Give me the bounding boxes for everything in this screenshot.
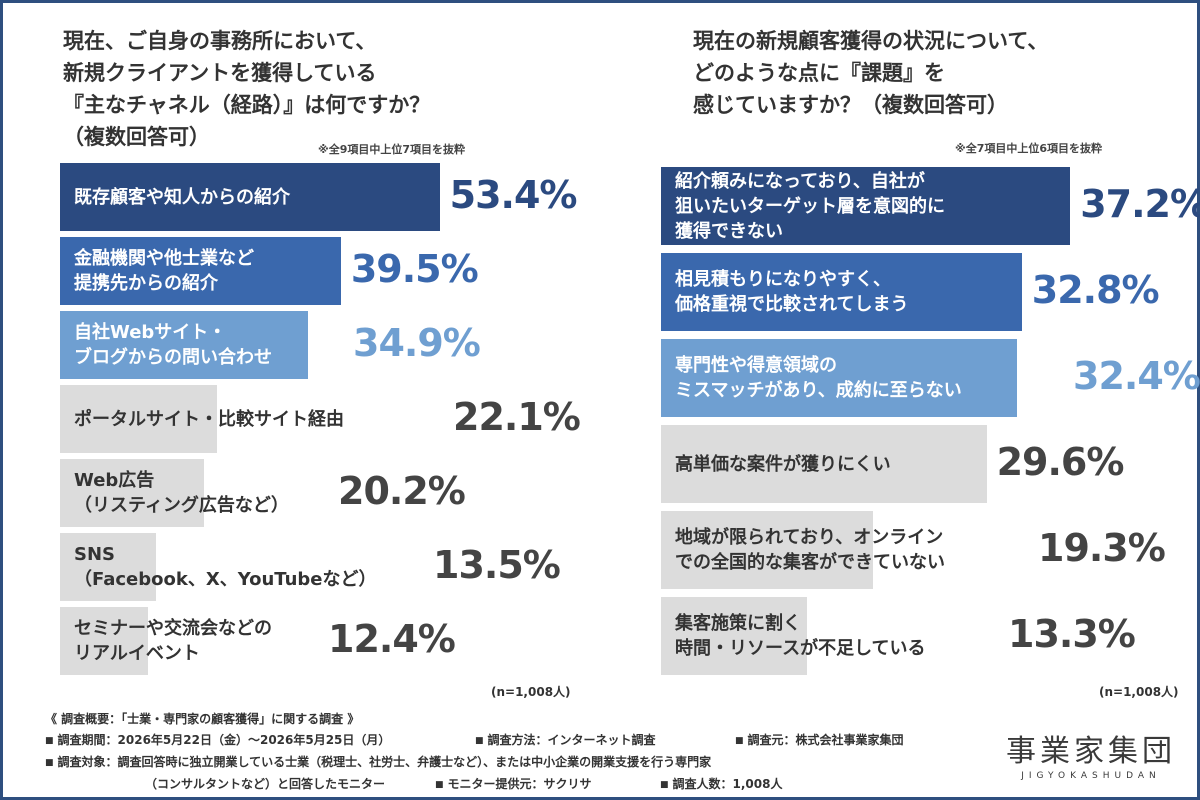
right-question-title: 現在の新規顧客獲得の状況について、 どのような点に『課題』を 感じていますか？（… [693, 29, 1049, 117]
company-logo: 事業家集団 JIGYOKASHUDAN [1001, 734, 1181, 782]
bar [60, 607, 149, 675]
survey-method: 調査方法：インターネット調査 [475, 729, 735, 751]
logo-romaji: JIGYOKASHUDAN [1021, 771, 1161, 781]
survey-respondent-count: 調査人数：1,008人 [660, 773, 783, 795]
survey-summary-row: 調査対象：調査回答時に独立開業している士業（税理士、社労士、弁護士など）、または… [45, 751, 945, 773]
bar [661, 253, 1022, 331]
bar-value-label: 37.2% [1080, 182, 1200, 226]
survey-summary-row: 調査期間：2026年5月22日（金）〜2026年5月25日（月） 調査方法：イン… [45, 729, 945, 751]
bar [60, 237, 341, 305]
bar [661, 167, 1071, 245]
survey-target: 調査対象：調査回答時に独立開業している士業（税理士、社労士、弁護士など）、または… [45, 751, 712, 773]
survey-target-continued: （コンサルタントなど）と回答したモニター [145, 777, 386, 791]
survey-period: 調査期間：2026年5月22日（金）〜2026年5月25日（月） [45, 729, 475, 751]
survey-source: 調査元：株式会社事業家集団 [735, 729, 904, 751]
bar [60, 533, 156, 601]
bar-value-label: 19.3% [1038, 526, 1166, 570]
right-sample-size: (n=1,008人) [1099, 685, 1179, 699]
survey-summary-heading: 《 調査概要：「士業・専門家の顧客獲得」に関する調査 》 [45, 712, 360, 726]
survey-summary-row: （コンサルタントなど）と回答したモニター モニター提供元：サクリサ 調査人数：1… [45, 773, 945, 795]
bar [661, 339, 1018, 417]
survey-summary: 《 調査概要：「士業・専門家の顧客獲得」に関する調査 》 調査期間：2026年5… [45, 709, 945, 795]
bar [60, 385, 218, 453]
left-question-title: 現在、ご自身の事務所において、 新規クライアントを獲得している 『主なチャネル（… [63, 29, 431, 149]
bar [60, 163, 440, 231]
survey-panel-provider: モニター提供元：サクリサ [435, 773, 660, 795]
bar-value-label: 53.4% [449, 173, 578, 217]
bar-value-label: 12.4% [328, 617, 456, 661]
bar-value-label: 39.5% [350, 247, 479, 291]
logo-wordmark: 事業家集団 [1006, 734, 1176, 769]
left-bar-chart: 既存顧客や知人からの紹介 53.4% 金融機関や他士業など 提携先からの紹介 39.5… [3, 3, 603, 703]
left-sample-size: (n=1,008人) [491, 685, 571, 699]
left-excerpt-note: ※全9項目中上位7項目を抜粋 [318, 143, 466, 156]
right-excerpt-note: ※全7項目中上位6項目を抜粋 [955, 142, 1103, 155]
bar-value-label: 20.2% [338, 469, 466, 513]
right-bar-chart: 紹介頼みになっており、自社が 狙いたいターゲット層を意図的に 獲得できない 37.… [603, 3, 1200, 703]
bar-value-label: 32.8% [1031, 268, 1160, 312]
bar [60, 311, 309, 379]
bar [661, 511, 874, 589]
bar [60, 459, 204, 527]
bar [661, 425, 987, 503]
bar-value-label: 32.4% [1073, 354, 1200, 398]
bar-value-label: 13.3% [1008, 612, 1136, 656]
bar-value-label: 13.5% [433, 543, 561, 587]
bar-value-label: 34.9% [353, 321, 481, 365]
bar [661, 597, 808, 675]
bar-value-label: 29.6% [996, 440, 1125, 484]
bar-value-label: 22.1% [453, 395, 581, 439]
